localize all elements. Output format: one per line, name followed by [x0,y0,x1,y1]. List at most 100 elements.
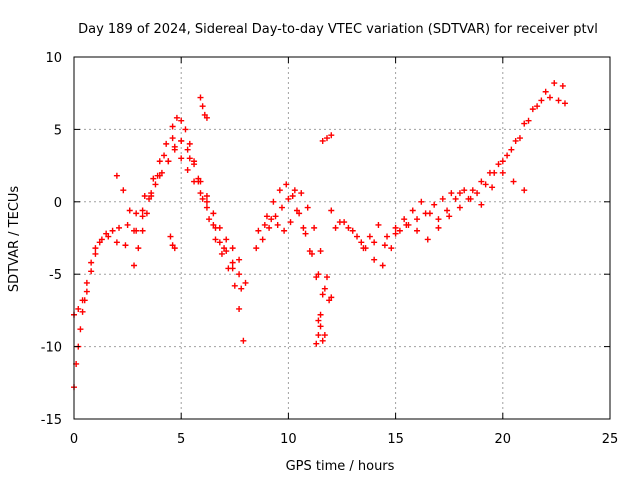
x-tick-label: 20 [495,432,512,447]
data-point [105,233,112,240]
data-point [308,250,315,257]
y-tick-labels: -15 -10 -5 0 5 10 [41,51,62,428]
data-point [525,117,532,124]
data-point [396,227,403,234]
data-point [319,337,326,344]
data-point [191,178,198,185]
data-point [384,233,391,240]
data-point [371,256,378,263]
data-point [83,288,90,295]
data-point [120,187,127,194]
data-point [512,137,519,144]
data-point [236,256,243,263]
data-point [287,219,294,226]
data-point [461,187,468,194]
series-track-l [332,94,568,246]
data-point [229,245,236,252]
data-point [392,230,399,237]
series-track-a [71,114,247,391]
data-point [212,224,219,231]
data-point [171,245,178,252]
data-point [88,259,95,266]
data-point [278,204,285,211]
data-point [133,210,140,217]
data-point [182,126,189,133]
ticks-layer [73,56,611,420]
series-track-f [253,187,335,301]
data-point [414,227,421,234]
data-point [223,236,230,243]
data-point [210,210,217,217]
chart-title: Day 189 of 2024, Sidereal Day-to-day VTE… [78,22,598,37]
data-point [212,236,219,243]
data-point [542,88,549,95]
data-point [231,282,238,289]
data-point [203,114,210,121]
x-tick-label: 15 [387,432,404,447]
y-tick-label: 5 [54,123,62,138]
data-point [315,332,322,339]
data-point [300,224,307,231]
data-point [315,271,322,278]
data-point [448,190,455,197]
data-point [538,97,545,104]
data-point [388,245,395,252]
data-point [92,250,99,257]
data-point [139,213,146,220]
data-point [379,262,386,269]
data-point [311,224,318,231]
series-track-k [328,80,566,269]
data-point [366,233,373,240]
data-point [158,169,165,176]
data-point [203,193,210,200]
data-point [561,100,568,107]
data-point [148,193,155,200]
data-point [328,132,335,139]
data-point [124,221,131,228]
data-point [486,169,493,176]
data-point [349,227,356,234]
series-track-j [319,132,335,144]
series-track-m [360,169,528,252]
data-point [221,245,228,252]
data-point [131,262,138,269]
data-point [446,213,453,220]
data-point [113,172,120,179]
series-track-d [131,135,245,292]
data-point [345,224,352,231]
data-point [474,190,481,197]
data-point [229,265,236,272]
data-point [255,227,262,234]
x-tick-label: 0 [70,432,78,447]
data-point [98,236,105,243]
data-point [186,155,193,162]
series-track-i [313,311,328,347]
data-point [199,195,206,202]
data-point [79,297,86,304]
data-point [218,250,225,257]
data-point [489,184,496,191]
data-point [152,181,159,188]
data-point [135,245,142,252]
data-point [289,193,296,200]
data-point [319,137,326,144]
data-point [298,190,305,197]
data-point [169,123,176,130]
points-layer [71,80,568,391]
data-point [444,207,451,214]
data-point [122,242,129,249]
data-point [317,248,324,255]
data-point [133,227,140,234]
data-point [270,198,277,205]
data-point [178,155,185,162]
data-point [414,216,421,223]
data-point [178,137,185,144]
x-tick-label: 25 [602,432,619,447]
data-point [418,198,425,205]
data-point [499,158,506,165]
x-tick-label: 5 [177,432,185,447]
data-point [452,195,459,202]
data-point [88,268,95,275]
data-point [150,175,157,182]
